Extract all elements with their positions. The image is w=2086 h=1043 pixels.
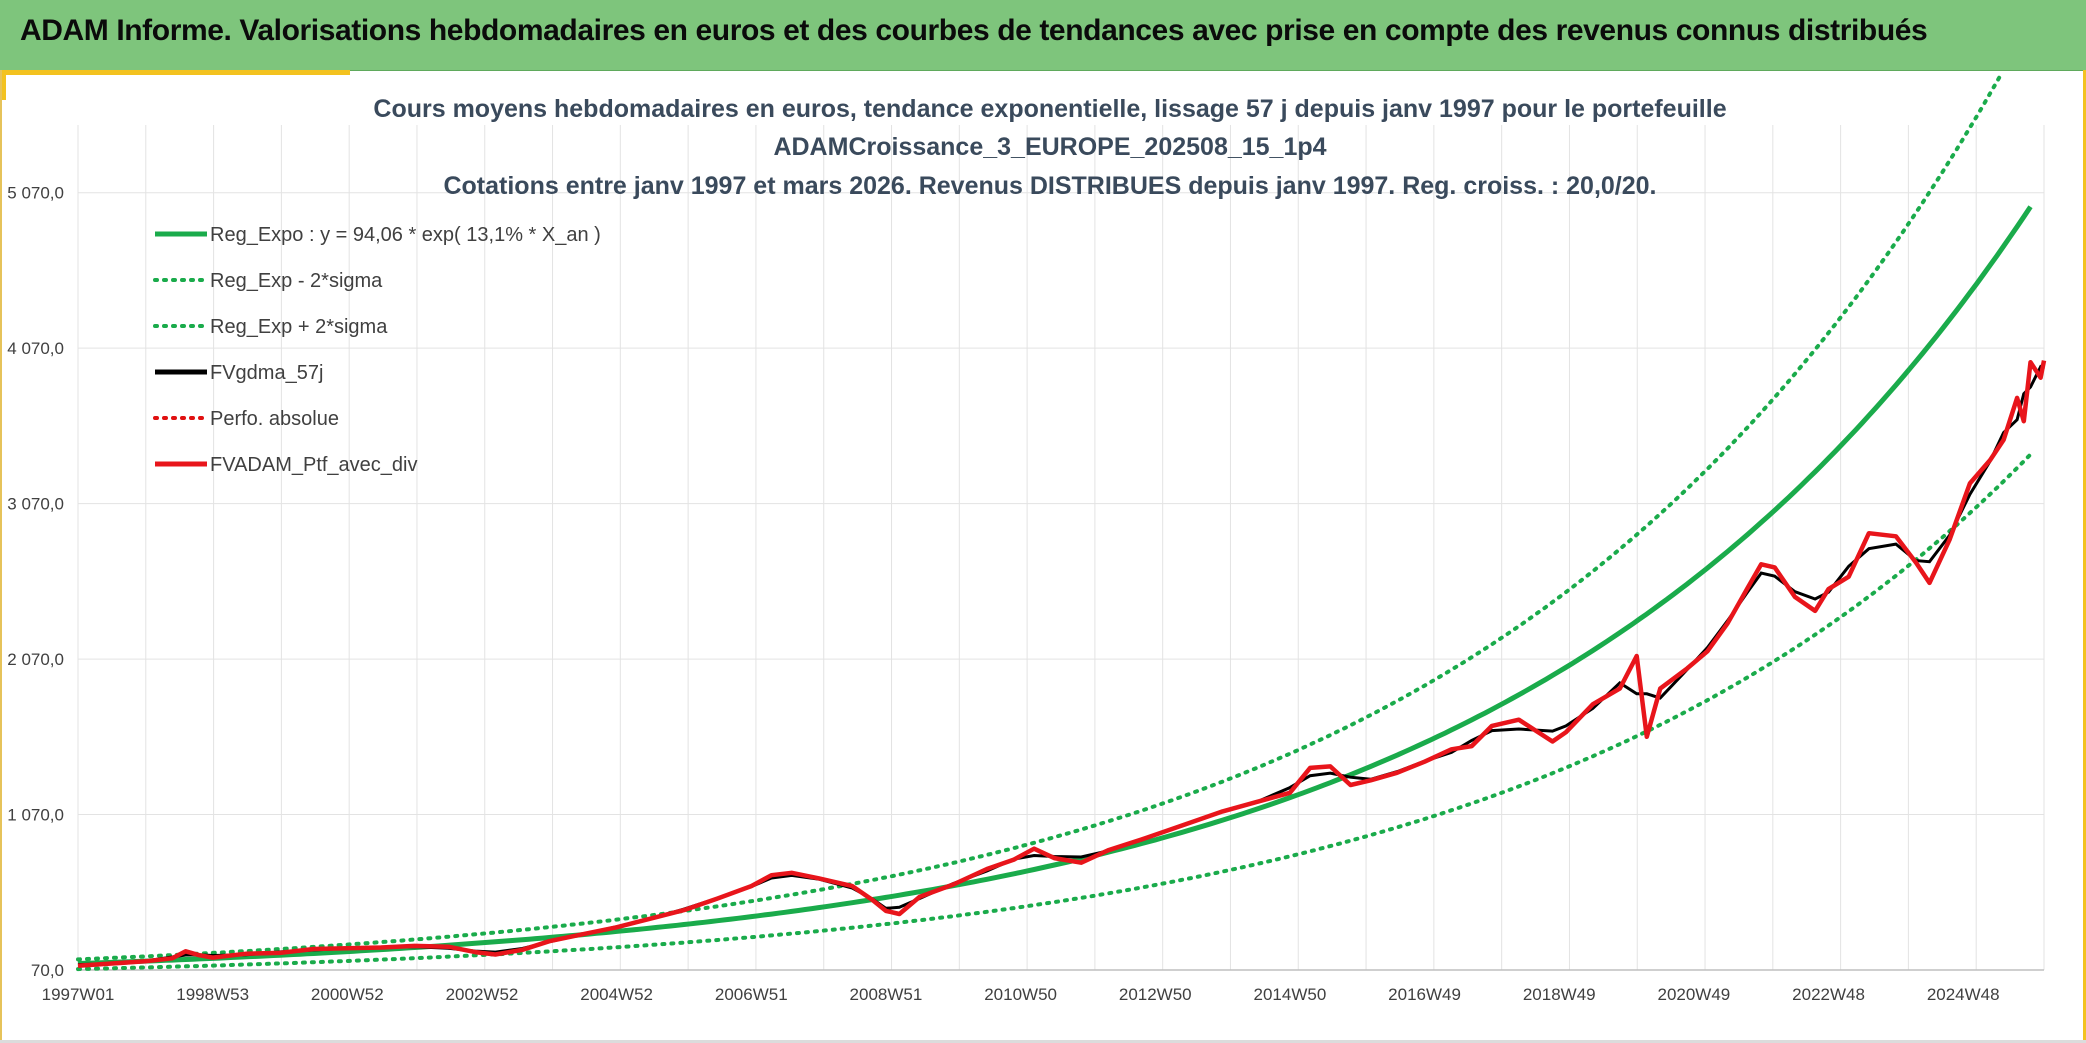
x-tick-label: 2000W52 [311, 985, 384, 1004]
fvadam-line [77, 359, 2047, 969]
reg-lower-line [76, 452, 2033, 972]
legend-label: Reg_Exp + 2*sigma [210, 316, 388, 338]
x-tick-label: 2002W52 [446, 985, 519, 1004]
header-banner: ADAM Informe. Valorisations hebdomadaire… [0, 0, 2086, 71]
frame-accent-left [0, 70, 6, 100]
y-tick-label: 5 070,0 [7, 184, 64, 203]
frame-right-border [2083, 70, 2086, 1043]
x-tick-label: 2014W50 [1254, 985, 1327, 1004]
legend-label: FVgdma_57j [210, 362, 323, 384]
x-tick-label: 2010W50 [984, 985, 1057, 1004]
y-tick-label: 1 070,0 [7, 806, 64, 825]
x-tick-label: 2016W49 [1388, 985, 1461, 1004]
legend: Reg_Expo : y = 94,06 * exp( 13,1% * X_an… [153, 224, 601, 476]
legend-label: FVADAM_Ptf_avec_div [210, 454, 418, 476]
frame-bottom-border [0, 1040, 2086, 1043]
series-lines [76, 75, 2047, 972]
x-tick-label: 1997W01 [42, 985, 115, 1004]
y-tick-label: 3 070,0 [7, 495, 64, 514]
x-tick-label: 2006W51 [715, 985, 788, 1004]
frame-left-border [0, 70, 2, 1043]
x-tick-label: 2018W49 [1523, 985, 1596, 1004]
legend-label: Reg_Expo : y = 94,06 * exp( 13,1% * X_an… [210, 224, 601, 246]
x-tick-label: 2022W48 [1792, 985, 1865, 1004]
frame-accent-top [0, 70, 350, 75]
chart-title: Cours moyens hebdomadaires en euros, ten… [373, 95, 1726, 200]
x-tick-label: 2008W51 [850, 985, 923, 1004]
chart-title-line-3: Cotations entre janv 1997 et mars 2026. … [443, 172, 1656, 200]
x-axis-ticks: 1997W01 1998W53 2000W52 2002W52 2004W52 2006W… [42, 985, 2000, 1004]
chart-title-line-2: ADAMCroissance_3_EUROPE_202508_15_1p4 [773, 133, 1326, 161]
x-tick-label: 2012W50 [1119, 985, 1192, 1004]
banner-title: ADAM Informe. Valorisations hebdomadaire… [20, 14, 1928, 47]
x-tick-label: 1998W53 [176, 985, 249, 1004]
grid-lines [77, 125, 2045, 971]
y-tick-label: 4 070,0 [7, 339, 64, 358]
y-axis-ticks: 70,0 1 070,0 2 070,0 3 070,0 4 070,0 5 070,0 [7, 184, 64, 980]
legend-label: Reg_Exp - 2*sigma [210, 270, 383, 292]
chart-title-line-1: Cours moyens hebdomadaires en euros, ten… [373, 95, 1726, 123]
x-tick-label: 2020W49 [1657, 985, 1730, 1004]
x-tick-label: 2004W52 [580, 985, 653, 1004]
reg-upper-line [76, 75, 2004, 962]
x-tick-label: 2024W48 [1927, 985, 2000, 1004]
chart-area: Cours moyens hebdomadaires en euros, ten… [7, 75, 2047, 1004]
legend-label: Perfo. absolue [210, 408, 339, 430]
y-tick-label: 70,0 [31, 961, 64, 980]
y-tick-label: 2 070,0 [7, 650, 64, 669]
